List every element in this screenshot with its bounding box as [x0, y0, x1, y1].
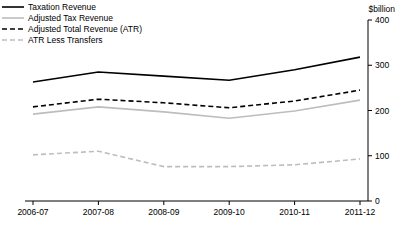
legend-label: Taxation Revenue: [28, 2, 96, 12]
x-tick-label: 2008-09: [148, 207, 179, 217]
y-tick: [368, 110, 372, 111]
series-line: [33, 151, 360, 166]
legend-label: ATR Less Transfers: [28, 35, 102, 45]
x-tick: [229, 201, 230, 205]
legend-swatch: [2, 6, 24, 8]
series-line: [33, 90, 360, 108]
y-tick: [368, 65, 372, 66]
x-tick: [98, 201, 99, 205]
x-tick-label: 2006-07: [17, 207, 48, 217]
y-tick-label: 100: [375, 151, 389, 161]
y-tick-label: 0: [375, 196, 380, 206]
y-tick-label: 400: [375, 15, 389, 25]
legend-swatch: [2, 17, 24, 19]
x-tick: [163, 201, 164, 205]
x-tick: [294, 201, 295, 205]
legend-swatch: [2, 28, 24, 30]
x-tick: [33, 201, 34, 205]
x-tick-label: 2011-12: [345, 207, 376, 217]
x-axis: [25, 201, 368, 202]
y-tick: [368, 20, 372, 21]
y-tick: [368, 155, 372, 156]
plot-area: [33, 57, 360, 167]
x-tick-label: 2009-10: [214, 207, 245, 217]
legend: Taxation RevenueAdjusted Tax RevenueAdju…: [2, 2, 142, 45]
chart: 0 100 200 300 400$billion 2006-07 2007-08 2008-…: [0, 0, 397, 227]
y-tick-label: 300: [375, 60, 389, 70]
y-tick: [368, 201, 372, 202]
x-tick-label: 2007-08: [83, 207, 114, 217]
series-line: [33, 57, 360, 82]
series-line: [33, 100, 360, 118]
y-axis-label: $billion: [369, 4, 396, 14]
legend-label: Adjusted Total Revenue (ATR): [28, 24, 142, 34]
legend-label: Adjusted Tax Revenue: [28, 13, 113, 23]
x-tick-label: 2010-11: [279, 207, 310, 217]
y-tick-label: 200: [375, 106, 389, 116]
x-tick: [360, 201, 361, 205]
legend-swatch: [2, 39, 24, 41]
